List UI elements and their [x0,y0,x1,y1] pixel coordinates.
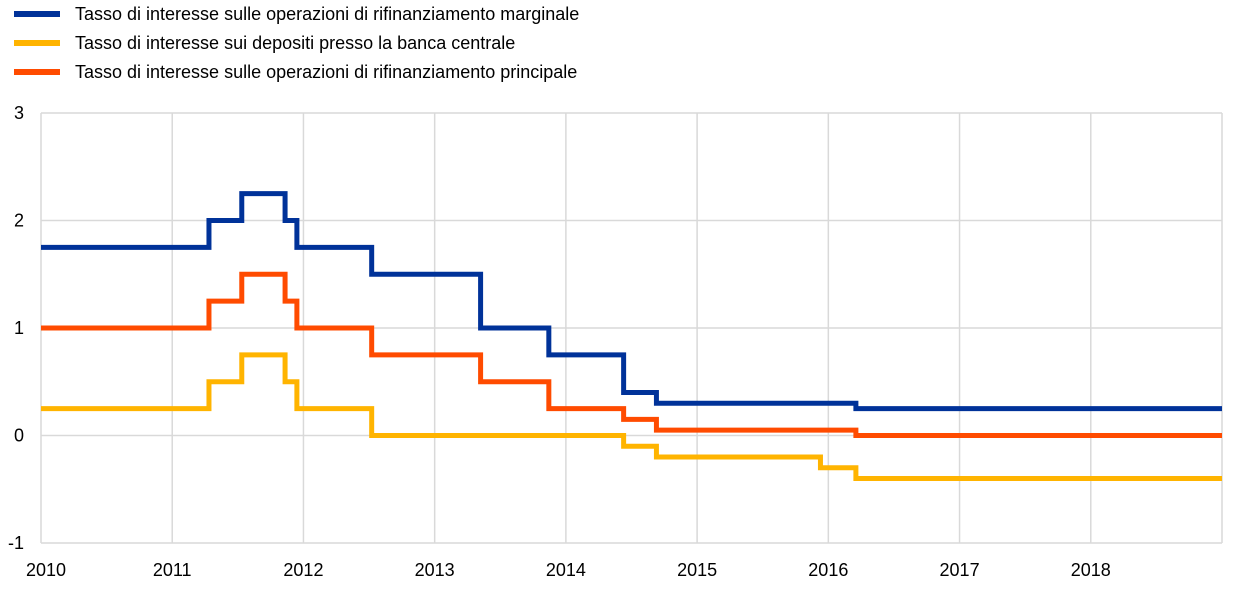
y-axis-ticks: 3 2 1 0 -1 [8,103,24,553]
x-tick-label: 2017 [940,560,980,580]
x-tick-label: 2015 [677,560,717,580]
legend-label: Tasso di interesse sulle operazioni di r… [75,62,577,82]
x-tick-label: 2018 [1071,560,1111,580]
x-axis-ticks: 2010 2011 2012 2013 2014 2015 2016 2017 2018 [26,560,1111,580]
y-tick-label: -1 [8,533,24,553]
series-line [41,352,1222,481]
legend: Tasso di interesse sulle operazioni di r… [14,4,579,82]
legend-label: Tasso di interesse sui depositi presso l… [75,33,515,53]
x-tick-label: 2012 [283,560,323,580]
y-tick-label: 0 [14,426,24,446]
x-tick-label: 2014 [546,560,586,580]
y-tick-label: 3 [14,103,24,123]
y-tick-label: 2 [14,211,24,231]
series-line [41,271,1222,438]
y-tick-label: 1 [14,318,24,338]
legend-label: Tasso di interesse sulle operazioni di r… [75,4,579,24]
x-tick-label: 2016 [808,560,848,580]
x-tick-label: 2013 [415,560,455,580]
x-tick-label: 2010 [26,560,66,580]
series-line [41,191,1222,412]
x-tick-label: 2011 [153,560,192,580]
series-lines [41,191,1222,481]
